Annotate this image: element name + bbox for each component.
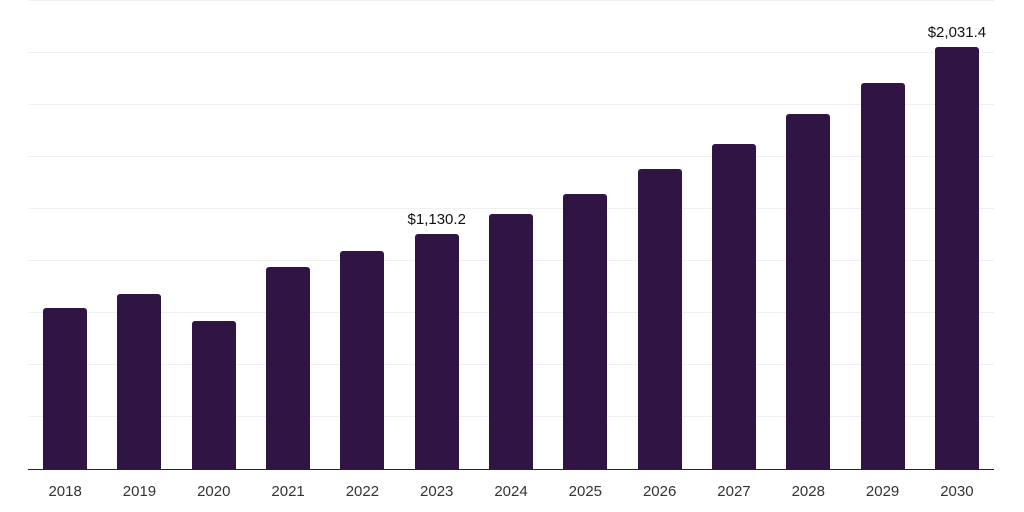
bar-column-2019 (102, 1, 176, 469)
x-tick-label-2018: 2018 (48, 483, 82, 500)
gridline (28, 156, 994, 157)
bar-2025 (563, 194, 608, 469)
data-label-2023: $1,130.2 (407, 210, 466, 228)
bar-2030 (934, 46, 979, 469)
bar-2026 (637, 169, 682, 469)
gridline (28, 52, 994, 53)
x-tick-label-2020: 2020 (197, 483, 231, 500)
x-tick-label-2024: 2024 (494, 483, 528, 500)
bar-2018 (43, 307, 88, 469)
bar-columns: $1,130.2 $2,031.4 (28, 1, 994, 469)
data-label-2030: $2,031.4 (927, 23, 987, 41)
x-tick-label-2023: 2023 (420, 483, 454, 500)
bar-column-2025 (548, 1, 622, 469)
bar-2029 (860, 82, 905, 469)
bar-column-2029 (845, 1, 919, 469)
x-tick-label-2029: 2029 (865, 483, 900, 500)
bar-column-2027 (697, 1, 771, 469)
bar-2028 (786, 113, 831, 469)
x-tick-label-2028: 2028 (791, 483, 825, 500)
bar-2027 (711, 144, 756, 469)
bar-2022 (340, 251, 385, 469)
bar-2019 (117, 293, 162, 469)
bar-column-2020 (177, 1, 251, 469)
gridline (28, 208, 994, 209)
bar-column-2022 (325, 1, 399, 469)
bar-column-2030: $2,031.4 (920, 1, 994, 469)
bar-column-2026 (623, 1, 697, 469)
plot-area: $1,130.2 $2,031.4 (28, 0, 994, 470)
bar-column-2024 (474, 1, 548, 469)
bar-2021 (266, 266, 311, 469)
bar-2023 (414, 233, 459, 469)
x-tick-label-2030: 2030 (940, 483, 974, 500)
x-tick-label-2025: 2025 (568, 483, 603, 500)
bar-column-2023: $1,130.2 (400, 1, 474, 469)
x-tick-label-2026: 2026 (642, 483, 677, 500)
gridline (28, 0, 994, 1)
gridline (28, 104, 994, 105)
bar-2024 (489, 214, 534, 469)
bar-column-2021 (251, 1, 325, 469)
x-tick-label-2019: 2019 (122, 483, 157, 500)
bar-column-2028 (771, 1, 845, 469)
bar-2020 (191, 320, 236, 469)
x-tick-label-2027: 2027 (717, 483, 751, 500)
x-axis-labels: 2018 2019 2020 2021 2022 2023 2024 2025 2026 2027… (28, 470, 994, 500)
x-tick-label-2022: 2022 (345, 483, 380, 500)
x-tick-label-2021: 2021 (271, 483, 305, 500)
bar-column-2018 (28, 1, 102, 469)
